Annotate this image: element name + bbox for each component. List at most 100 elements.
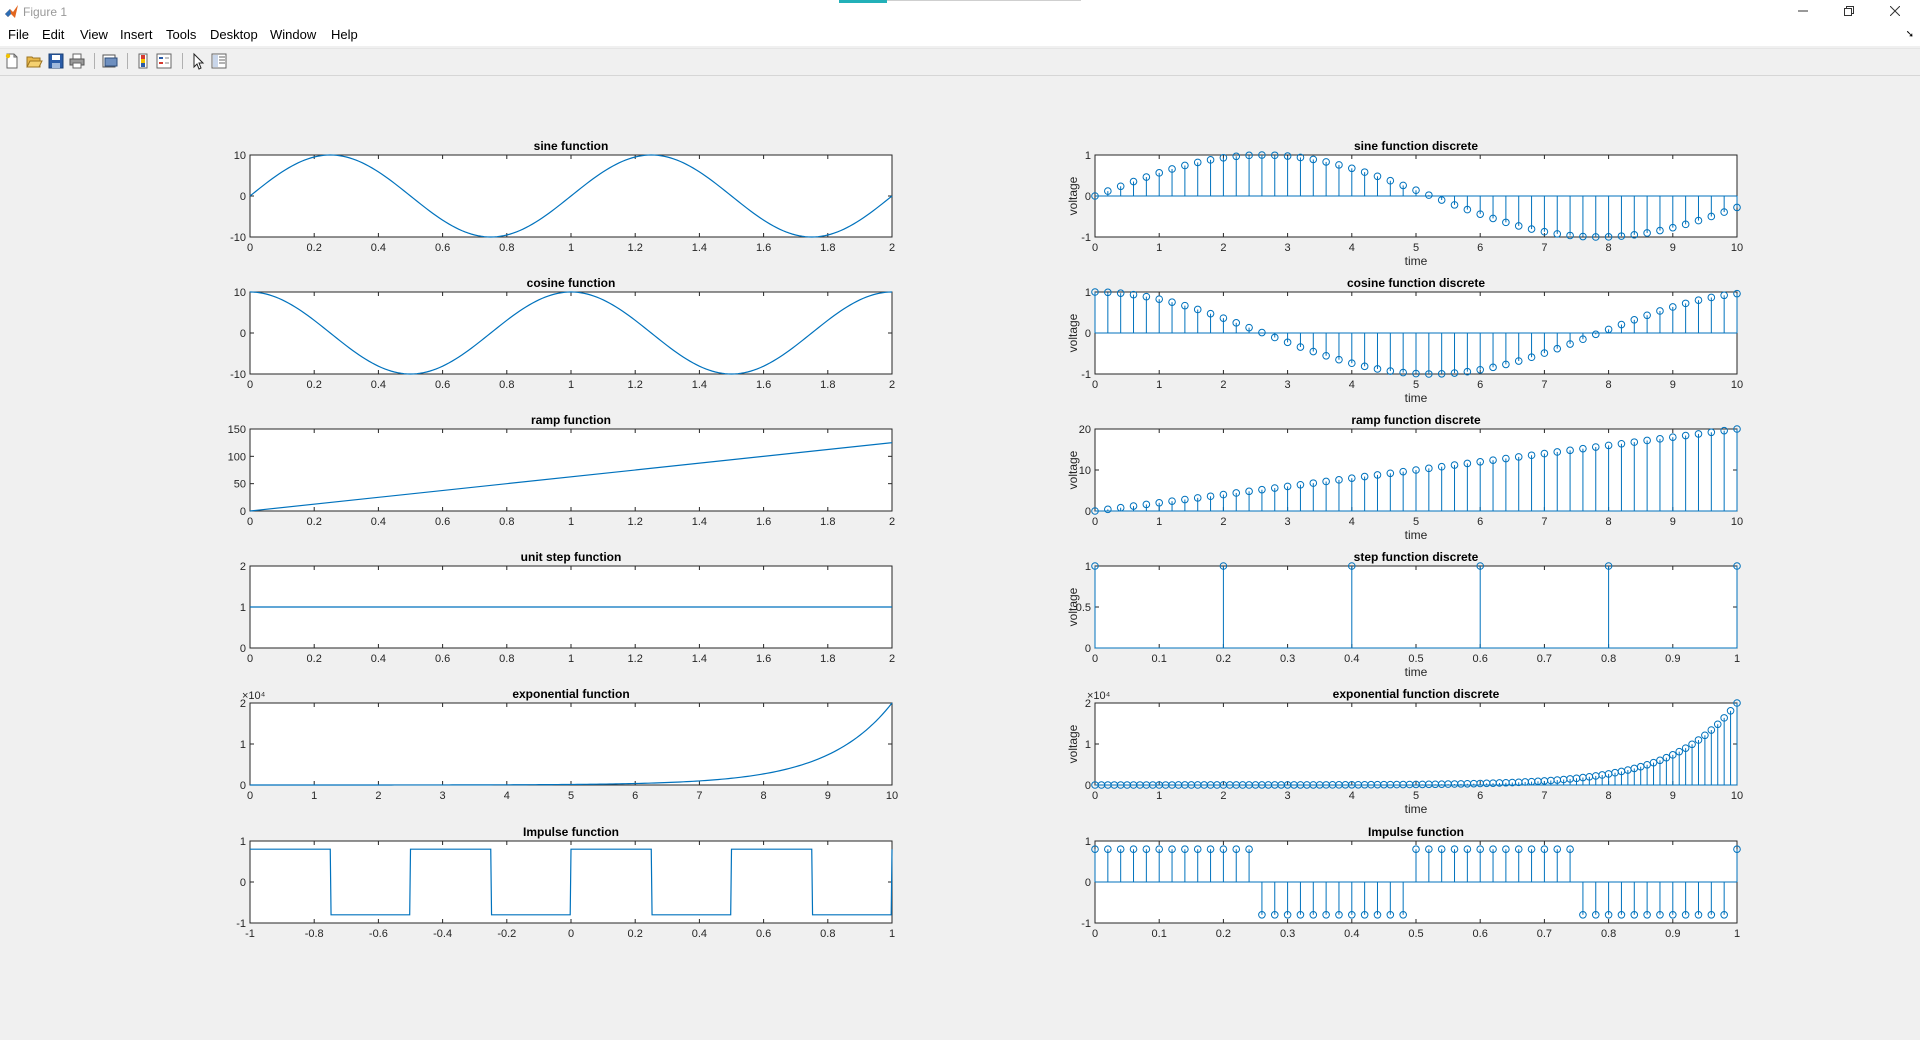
legend-icon[interactable] xyxy=(155,52,173,70)
stem-marker xyxy=(1270,333,1279,342)
stem-marker xyxy=(1104,845,1112,854)
menu-window[interactable]: Window xyxy=(270,27,317,42)
stem-marker xyxy=(1283,911,1292,919)
stem-marker xyxy=(1591,443,1600,451)
x-tick-label: 0.2 xyxy=(628,928,643,940)
stem-marker xyxy=(1604,562,1613,570)
x-tick-label: 9 xyxy=(825,790,831,802)
y-tick-label: 0 xyxy=(240,191,246,203)
x-tick-label: 3 xyxy=(440,790,446,802)
stem-marker xyxy=(1104,288,1112,297)
stem-marker xyxy=(1450,369,1459,377)
stem-marker xyxy=(1193,305,1202,314)
menu-overflow-icon[interactable]: ➘ xyxy=(1905,29,1914,40)
x-tick-label: 0 xyxy=(1092,928,1098,940)
series-line xyxy=(249,154,893,238)
x-tick-label: 1.8 xyxy=(820,516,835,528)
subplot-ramp-function: ramp function 0 0.2 0.4 0.6 0.8 1 1.2 1.4 1.6 1.8 2… xyxy=(228,413,895,528)
minimize-button[interactable] xyxy=(1780,0,1826,22)
toolbar-separator xyxy=(182,53,183,69)
stem-marker xyxy=(1463,845,1472,854)
stem-marker xyxy=(1309,347,1318,356)
plot-title: cosine function discrete xyxy=(1347,276,1485,290)
stem-marker xyxy=(1463,205,1472,214)
print-preview-icon[interactable] xyxy=(101,52,119,70)
menu-edit[interactable]: Edit xyxy=(42,27,65,42)
menu-insert[interactable]: Insert xyxy=(120,27,153,42)
stem-marker xyxy=(1181,495,1189,504)
stem-marker xyxy=(1219,562,1228,570)
stem-marker xyxy=(1399,181,1407,190)
menu-help[interactable]: Help xyxy=(331,27,358,42)
stem-marker xyxy=(1476,210,1484,218)
stem-marker xyxy=(1399,467,1407,476)
stem-marker xyxy=(1707,212,1716,221)
menu-tools[interactable]: Tools xyxy=(166,27,197,42)
x-tick-label: 0.8 xyxy=(499,379,514,391)
stem-marker xyxy=(1669,751,1677,759)
x-tick-label: 9 xyxy=(1670,242,1676,254)
print-icon[interactable] xyxy=(68,52,86,70)
stem-marker xyxy=(1656,307,1664,315)
matlab-icon xyxy=(5,5,18,18)
menu-file[interactable]: File xyxy=(8,27,29,42)
stem-marker xyxy=(1232,489,1241,497)
y-axis-label: voltage xyxy=(1066,450,1080,489)
stem-marker xyxy=(1116,503,1125,512)
property-inspector-icon[interactable] xyxy=(210,52,228,70)
x-tick-label: -0.8 xyxy=(305,928,324,940)
x-tick-label: 1 xyxy=(1156,516,1162,528)
save-icon[interactable] xyxy=(47,52,65,70)
stem-marker xyxy=(1694,736,1703,744)
stem-marker xyxy=(1129,845,1138,854)
stem-marker xyxy=(1720,426,1728,435)
new-figure-icon[interactable] xyxy=(3,52,21,70)
x-tick-label: 0.4 xyxy=(1344,928,1359,940)
stem-marker xyxy=(1335,476,1343,484)
x-tick-label: 1.4 xyxy=(692,653,707,665)
x-tick-label: 1 xyxy=(889,928,895,940)
x-tick-label: 1.6 xyxy=(756,242,771,254)
stem-marker xyxy=(1116,182,1125,191)
stem-marker xyxy=(1566,446,1574,455)
x-tick-label: 1.4 xyxy=(692,516,707,528)
stem-marker xyxy=(1514,222,1523,230)
y-tick-label: 2 xyxy=(240,561,246,573)
colorbar-icon[interactable] xyxy=(134,52,152,70)
x-tick-label: 0 xyxy=(568,928,574,940)
menu-desktop[interactable]: Desktop xyxy=(210,27,258,42)
x-tick-label: 0.3 xyxy=(1280,928,1295,940)
x-tick-label: 1.2 xyxy=(628,653,643,665)
stem-marker xyxy=(1373,471,1382,479)
x-tick-label: 0.9 xyxy=(1665,928,1680,940)
x-tick-label: 0.2 xyxy=(307,379,322,391)
stem-marker xyxy=(1694,430,1703,438)
stem-marker xyxy=(1540,449,1549,458)
x-tick-label: 1 xyxy=(568,516,574,528)
x-tick-label: 0.2 xyxy=(307,653,322,665)
x-tick-label: 8 xyxy=(761,790,767,802)
x-tick-label: 0 xyxy=(247,790,253,802)
stem-marker xyxy=(1412,186,1420,195)
stem-marker xyxy=(1437,196,1446,204)
open-file-icon[interactable] xyxy=(25,52,43,70)
menu-view[interactable]: View xyxy=(80,27,108,42)
close-icon xyxy=(1890,6,1900,16)
stem-marker xyxy=(1360,168,1369,176)
x-tick-label: 6 xyxy=(1477,379,1483,391)
stem-marker xyxy=(1720,911,1728,919)
x-tick-label: 5 xyxy=(1413,516,1419,528)
x-tick-label: 0.7 xyxy=(1537,928,1552,940)
pointer-icon[interactable] xyxy=(189,52,207,70)
x-tick-label: 0.3 xyxy=(1280,653,1295,665)
x-tick-label: 1 xyxy=(568,653,574,665)
close-button[interactable] xyxy=(1872,0,1918,22)
stem-marker xyxy=(1669,911,1677,919)
stem-marker xyxy=(1322,911,1330,919)
stem-marker xyxy=(1656,756,1664,765)
restore-button[interactable] xyxy=(1826,0,1872,22)
x-tick-label: 3 xyxy=(1285,790,1291,802)
y-tick-label: 1 xyxy=(1085,739,1091,751)
stem-marker xyxy=(1270,911,1279,919)
